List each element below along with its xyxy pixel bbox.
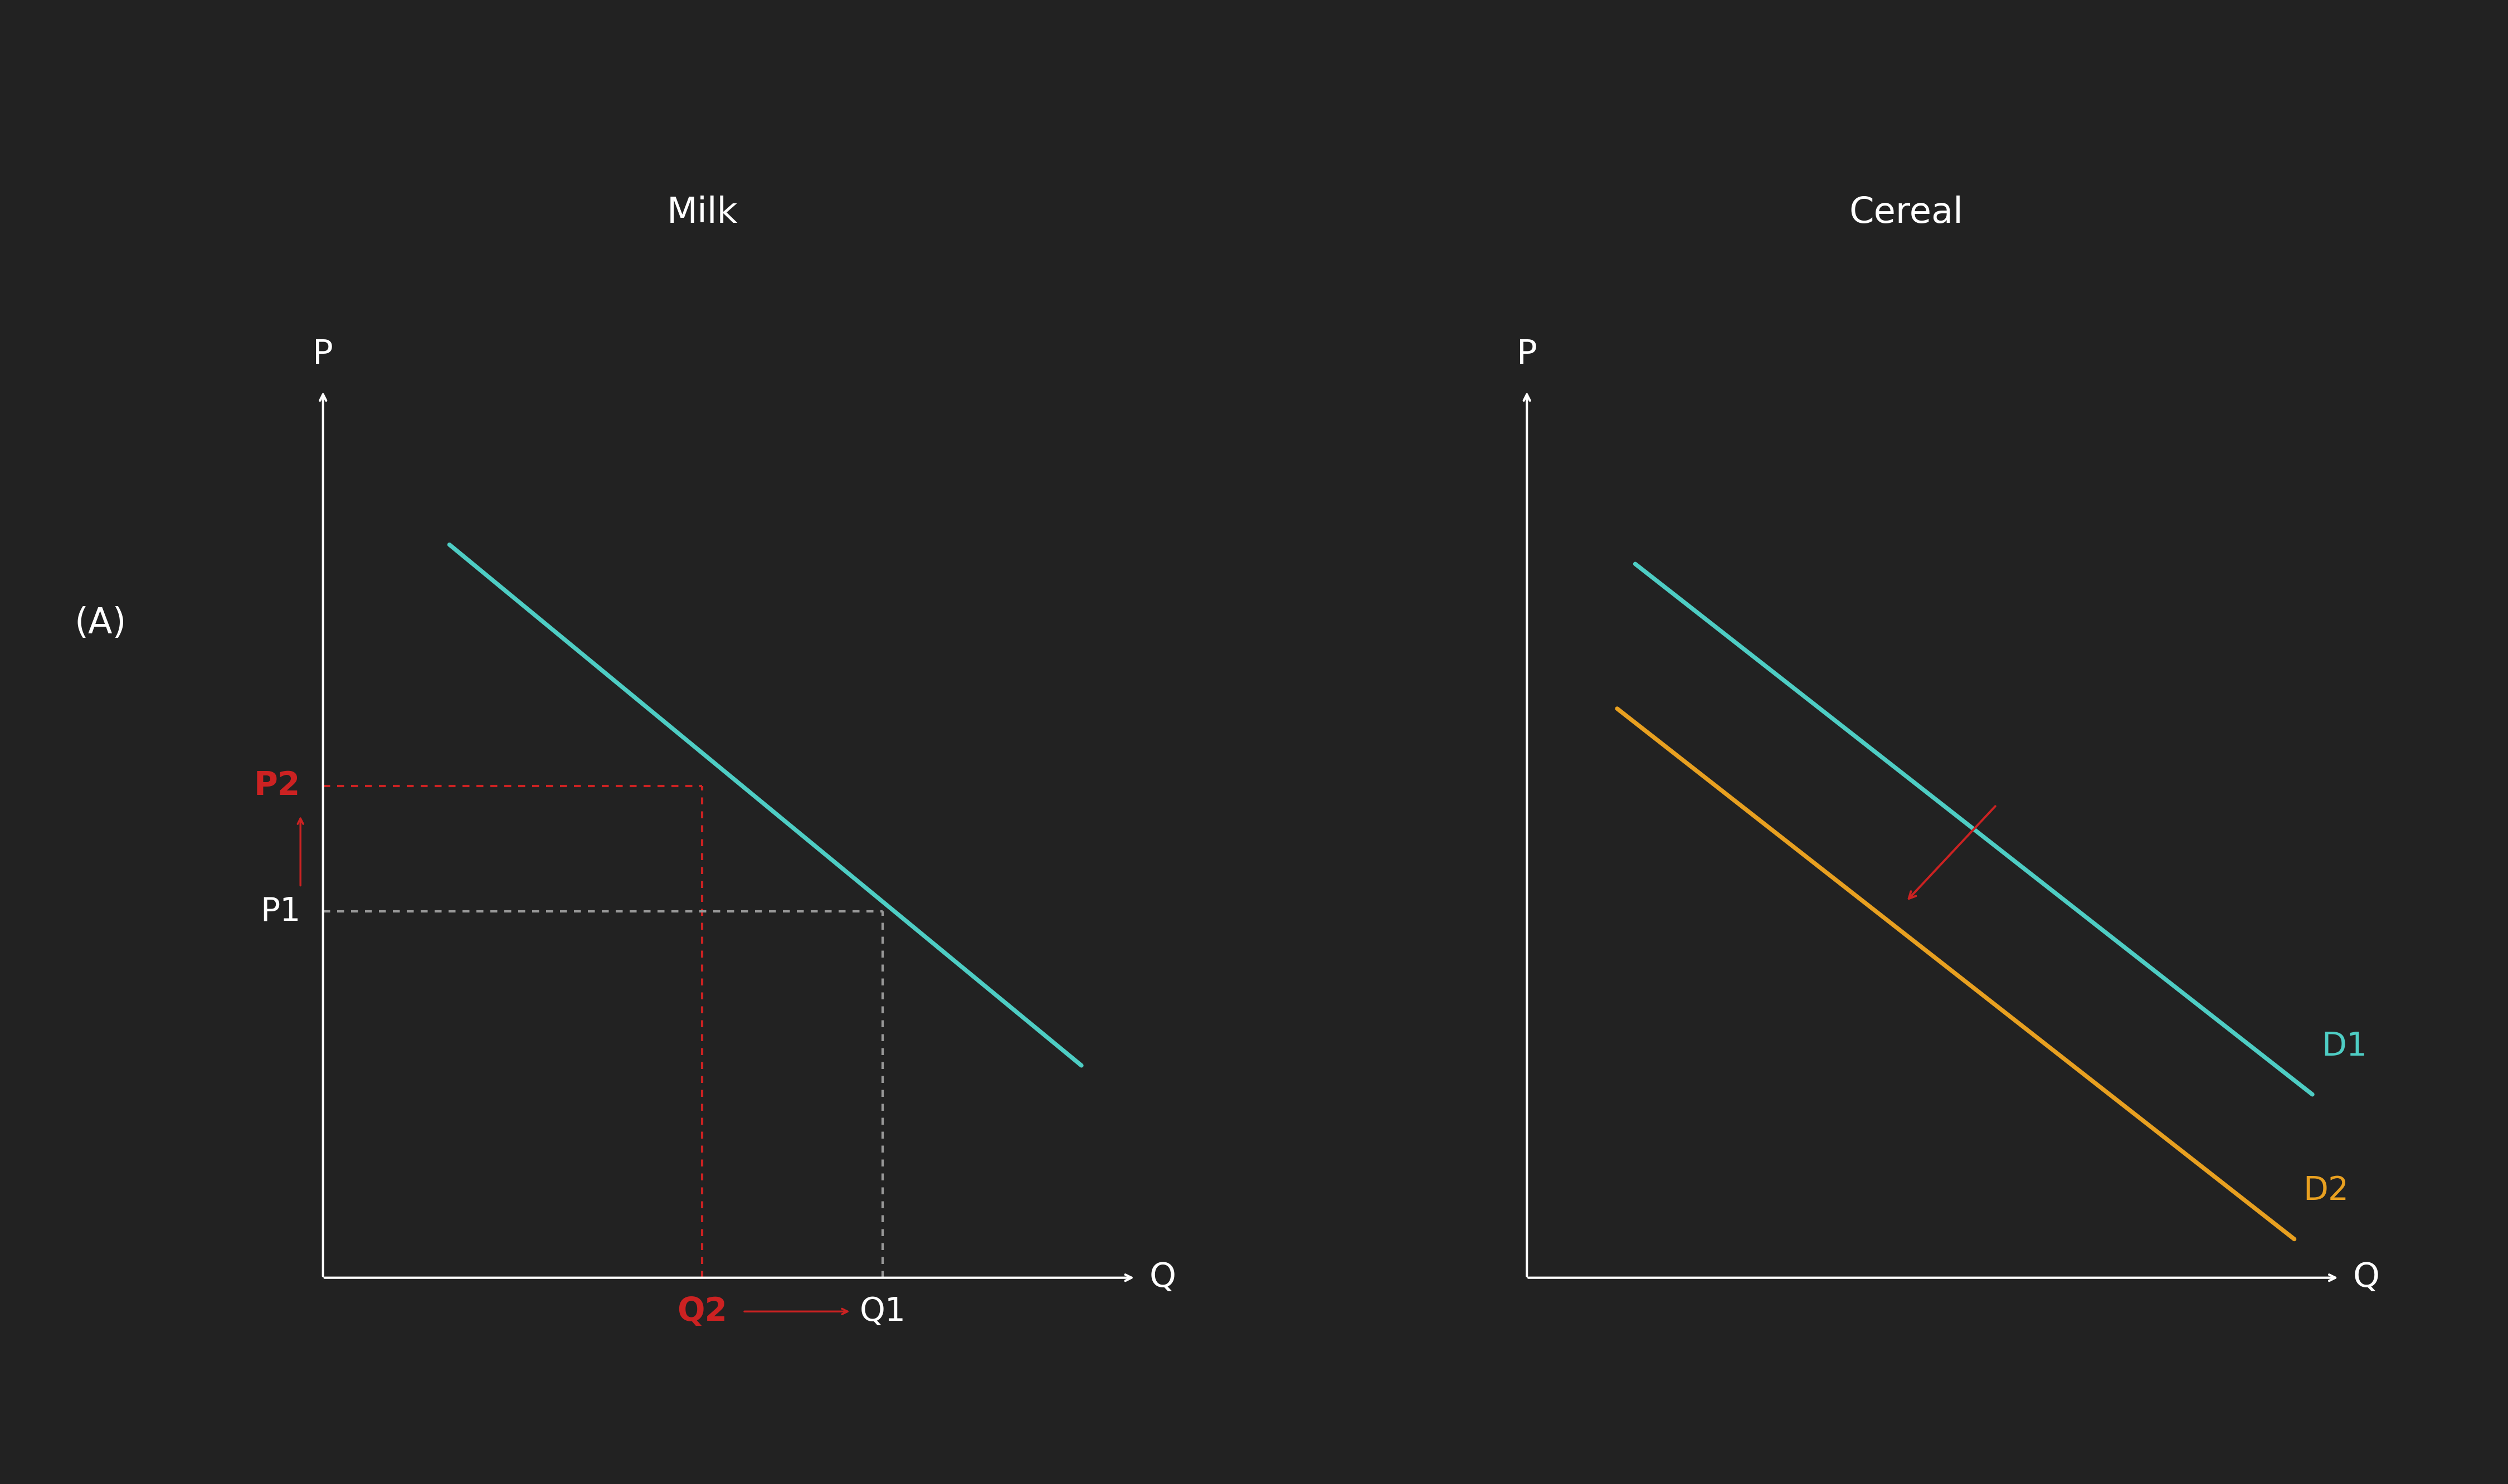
Text: P: P [1517, 338, 1537, 371]
Text: Q: Q [1149, 1261, 1176, 1294]
Text: Milk: Milk [667, 196, 737, 230]
Text: Q: Q [2353, 1261, 2380, 1294]
Text: Cereal: Cereal [1848, 196, 1964, 230]
Text: P1: P1 [261, 895, 301, 928]
Text: P2: P2 [253, 770, 301, 801]
Text: D1: D1 [2322, 1030, 2368, 1063]
Text: (A): (A) [75, 605, 125, 641]
Text: D2: D2 [2302, 1175, 2350, 1206]
Text: P: P [314, 338, 334, 371]
Text: Q2: Q2 [677, 1296, 727, 1327]
Text: Q1: Q1 [860, 1296, 905, 1327]
